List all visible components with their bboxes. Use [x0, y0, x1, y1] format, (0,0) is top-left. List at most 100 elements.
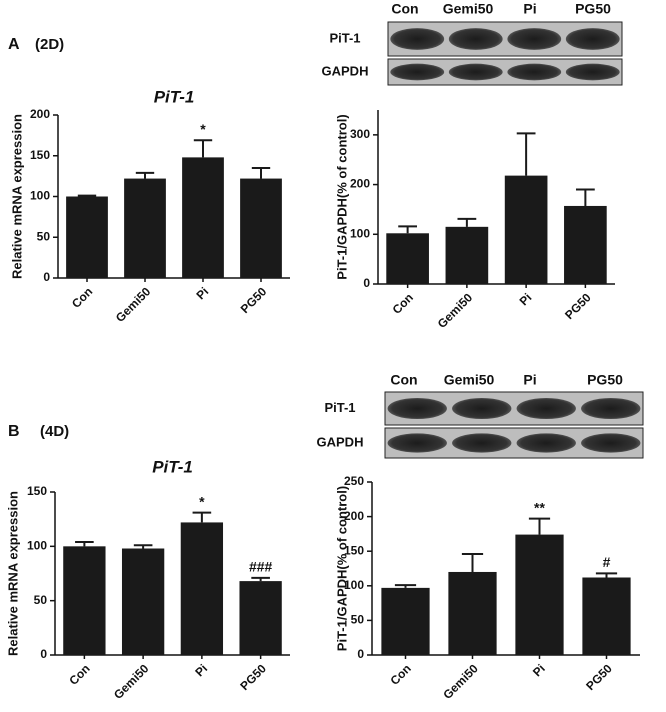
lane-label: Pi [523, 1, 536, 17]
x-tick-label: Gemi50 [435, 290, 476, 331]
blot-row-label: PiT-1 [329, 30, 360, 45]
blot-band [581, 397, 641, 420]
blot-band [507, 28, 562, 50]
panel-label: A [8, 36, 20, 53]
error-bar [457, 217, 477, 227]
blot-band [581, 433, 641, 453]
x-tick-label: Pi [192, 661, 210, 679]
blot-band [390, 63, 445, 81]
panel-condition: (4D) [40, 423, 69, 440]
error-bar [398, 225, 418, 234]
bar [564, 205, 607, 284]
y-tick-label: 100 [344, 578, 364, 592]
x-tick-label: Gemi50 [111, 661, 152, 702]
blot-band [448, 28, 503, 50]
panel-label: B [8, 423, 20, 440]
blot-band [452, 433, 512, 453]
x-tick-label: PG50 [238, 284, 270, 316]
y-axis-label: Relative mRNA expression [5, 491, 20, 656]
y-axis-label: PiT-1/GAPDH(% of control) [334, 486, 349, 651]
y-tick-label: 150 [27, 484, 47, 498]
error-bar [595, 572, 618, 578]
x-tick-label: Con [390, 290, 416, 316]
significance-label: # [603, 554, 611, 570]
error-bar [528, 517, 551, 535]
lane-label: Con [391, 1, 418, 17]
error-bar [575, 188, 595, 206]
error-bar [192, 511, 212, 523]
bar [239, 581, 282, 655]
bar [504, 175, 548, 284]
y-tick-label: 50 [37, 229, 51, 243]
y-tick-label: 0 [363, 276, 370, 290]
x-tick-label: Gemi50 [113, 284, 154, 325]
blot-band [516, 433, 576, 453]
y-tick-label: 100 [350, 226, 370, 240]
bar [180, 522, 224, 655]
significance-label: * [199, 493, 205, 509]
y-tick-label: 100 [30, 189, 50, 203]
bar [66, 196, 108, 278]
bar [63, 546, 106, 655]
x-tick-label: Pi [517, 290, 535, 308]
x-tick-label: PG50 [562, 290, 594, 322]
blot-band [390, 28, 445, 50]
chart-title: PiT-1 [152, 457, 193, 476]
blot-row-label: PiT-1 [324, 400, 355, 415]
bar [182, 157, 224, 278]
lane-label: Gemi50 [443, 1, 494, 17]
error-bar [461, 552, 484, 572]
blot-band [452, 397, 512, 420]
chart-title: PiT-1 [154, 87, 195, 106]
bar [386, 233, 429, 284]
error-bar [251, 166, 271, 179]
significance-label: ### [249, 559, 273, 575]
x-tick-label: Con [66, 661, 92, 687]
x-tick-label: PG50 [237, 661, 269, 693]
lane-label: Con [390, 372, 417, 388]
bar [515, 534, 564, 655]
y-tick-label: 200 [30, 107, 50, 121]
blot-band [387, 397, 447, 420]
error-bar [193, 139, 213, 158]
bar [582, 577, 631, 655]
y-axis-label: Relative mRNA expression [9, 114, 24, 279]
blot-band [448, 63, 503, 81]
y-tick-label: 250 [344, 474, 364, 488]
y-tick-label: 150 [344, 543, 364, 557]
blot-row-label: GAPDH [317, 434, 364, 449]
y-tick-label: 200 [350, 177, 370, 191]
blot-row-label: GAPDH [322, 63, 369, 78]
error-bar [394, 584, 417, 588]
y-tick-label: 300 [350, 127, 370, 141]
y-tick-label: 0 [43, 270, 50, 284]
blot-band [516, 397, 576, 420]
y-tick-label: 50 [351, 613, 365, 627]
significance-label: ** [534, 499, 545, 515]
x-tick-label: Pi [193, 284, 211, 302]
y-tick-label: 100 [27, 539, 47, 553]
error-bar [135, 171, 155, 179]
error-bar [251, 576, 270, 582]
y-tick-label: 150 [30, 148, 50, 162]
x-tick-label: Con [387, 661, 413, 687]
bar [124, 178, 166, 278]
lane-label: Pi [523, 372, 536, 388]
y-tick-label: 0 [40, 647, 47, 661]
y-axis-label: PiT-1/GAPDH(% of control) [334, 114, 349, 279]
blot-band [507, 63, 562, 81]
lane-label: PG50 [575, 1, 611, 17]
error-bar [516, 132, 536, 176]
bar [240, 178, 282, 278]
lane-label: Gemi50 [444, 372, 495, 388]
bar [445, 226, 489, 284]
y-tick-label: 50 [34, 593, 48, 607]
bar [448, 571, 497, 655]
bar [121, 548, 165, 655]
panel-condition: (2D) [35, 36, 64, 53]
y-tick-label: 200 [344, 509, 364, 523]
y-tick-label: 0 [357, 647, 364, 661]
x-tick-label: Gemi50 [440, 661, 481, 702]
x-tick-label: PG50 [583, 661, 615, 693]
